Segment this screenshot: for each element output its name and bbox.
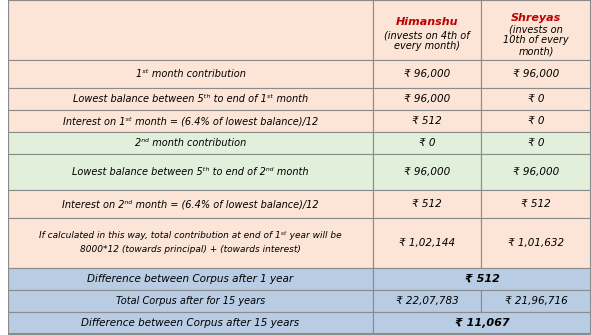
Text: Interest on 2ⁿᵈ month = (6.4% of lowest balance)/12: Interest on 2ⁿᵈ month = (6.4% of lowest … [62, 199, 319, 209]
Text: (invests on 4th of: (invests on 4th of [384, 30, 470, 40]
Bar [482, 132, 591, 154]
Text: ₹ 512: ₹ 512 [465, 274, 499, 284]
Text: Difference between Corpus after 1 year: Difference between Corpus after 1 year [87, 274, 294, 284]
Text: ₹ 512: ₹ 512 [413, 116, 442, 126]
Text: Himanshu: Himanshu [396, 17, 459, 27]
Text: ₹ 1,01,632: ₹ 1,01,632 [508, 238, 564, 248]
Bar [373, 154, 482, 190]
Text: (invests on: (invests on [509, 24, 563, 34]
Bar [373, 312, 591, 334]
Text: Lowest balance between 5ᵗʰ to end of 1ˢᵗ month: Lowest balance between 5ᵗʰ to end of 1ˢᵗ… [73, 94, 308, 104]
Text: ₹ 1,02,144: ₹ 1,02,144 [399, 238, 455, 248]
Text: ₹ 96,000: ₹ 96,000 [404, 167, 450, 177]
Bar [8, 0, 373, 60]
Bar [373, 190, 482, 218]
Text: Total Corpus after for 15 years: Total Corpus after for 15 years [116, 296, 265, 306]
Bar [8, 60, 373, 88]
Text: ₹ 21,96,716: ₹ 21,96,716 [505, 296, 567, 306]
Text: ₹ 11,067: ₹ 11,067 [454, 318, 509, 328]
Bar [8, 312, 373, 334]
Text: ₹ 22,07,783: ₹ 22,07,783 [396, 296, 459, 306]
Text: 2ⁿᵈ month contribution: 2ⁿᵈ month contribution [135, 138, 246, 148]
Bar [482, 290, 591, 312]
Text: Lowest balance between 5ᵗʰ to end of 2ⁿᵈ month: Lowest balance between 5ᵗʰ to end of 2ⁿᵈ… [72, 167, 309, 177]
Bar [373, 60, 482, 88]
Bar [8, 218, 373, 268]
Bar [373, 218, 482, 268]
Bar [8, 268, 373, 290]
Bar [373, 0, 482, 60]
Text: ₹ 0: ₹ 0 [528, 116, 544, 126]
Bar [373, 290, 482, 312]
Text: every month): every month) [394, 41, 460, 51]
Text: If calculated in this way, total contribution at end of 1ˢᵗ year will be: If calculated in this way, total contrib… [39, 230, 342, 240]
Bar [482, 154, 591, 190]
Text: ₹ 96,000: ₹ 96,000 [513, 167, 559, 177]
Text: 8000*12 (towards principal) + (towards interest): 8000*12 (towards principal) + (towards i… [80, 245, 301, 254]
Bar [8, 88, 373, 110]
Text: month): month) [518, 46, 554, 56]
Text: Difference between Corpus after 15 years: Difference between Corpus after 15 years [82, 318, 300, 328]
Bar [8, 110, 373, 132]
Text: ₹ 0: ₹ 0 [419, 138, 436, 148]
Bar [482, 88, 591, 110]
Bar [8, 190, 373, 218]
Text: ₹ 96,000: ₹ 96,000 [404, 69, 450, 79]
Text: ₹ 96,000: ₹ 96,000 [404, 94, 450, 104]
Text: ₹ 96,000: ₹ 96,000 [513, 69, 559, 79]
Bar [482, 110, 591, 132]
Text: ₹ 0: ₹ 0 [528, 94, 544, 104]
Bar [373, 88, 482, 110]
Bar [482, 60, 591, 88]
Bar [373, 268, 591, 290]
Bar [373, 132, 482, 154]
Text: ₹ 512: ₹ 512 [521, 199, 551, 209]
Text: Shreyas: Shreyas [511, 13, 561, 23]
Bar [8, 290, 373, 312]
Bar [482, 218, 591, 268]
Text: ₹ 512: ₹ 512 [413, 199, 442, 209]
Bar [373, 110, 482, 132]
Text: Interest on 1ˢᵗ month = (6.4% of lowest balance)/12: Interest on 1ˢᵗ month = (6.4% of lowest … [63, 116, 318, 126]
Text: 1ˢᵗ month contribution: 1ˢᵗ month contribution [135, 69, 245, 79]
Text: ₹ 0: ₹ 0 [528, 138, 544, 148]
Bar [8, 154, 373, 190]
Bar [482, 0, 591, 60]
Text: 10th of every: 10th of every [504, 35, 569, 45]
Bar [482, 190, 591, 218]
Bar [8, 132, 373, 154]
